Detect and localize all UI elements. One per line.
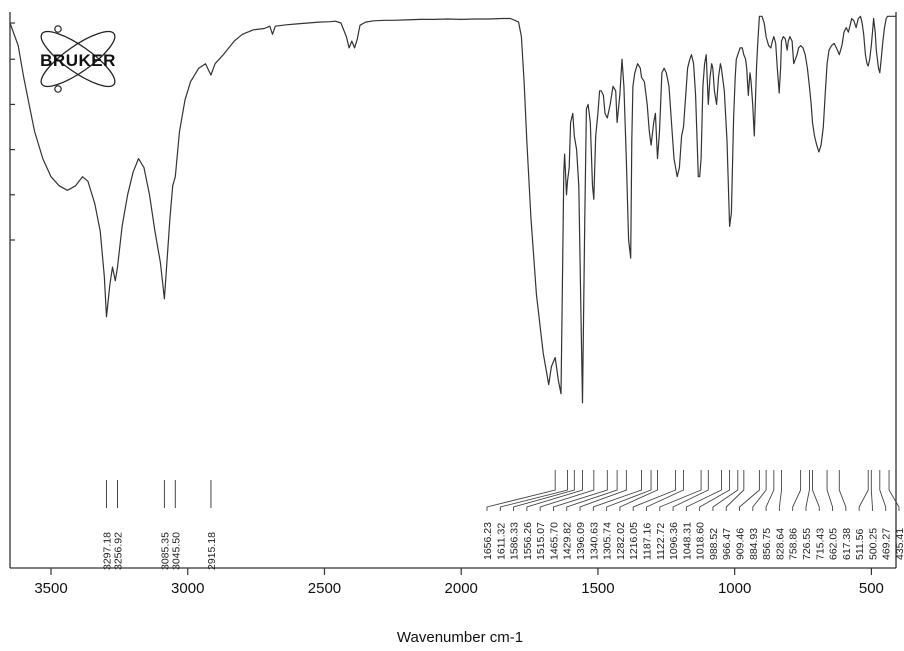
x-axis-ticks: 3500 3000 2500 2000 1500 1000 500 [34, 568, 884, 597]
peak-leader [553, 470, 608, 511]
peak-leader [752, 470, 767, 511]
peak-label: 715.43 [814, 528, 826, 560]
peak-label: 2915.18 [206, 532, 218, 570]
peak-label: 988.52 [708, 528, 720, 560]
peak-leader [659, 470, 702, 511]
peak-label: 1048.31 [681, 522, 693, 560]
peak-leader [685, 470, 722, 511]
peak-label: 1429.82 [562, 522, 574, 560]
peak-leader [672, 470, 709, 511]
peak-leader [792, 470, 802, 511]
peak-leader [879, 470, 887, 511]
peak-leader [566, 470, 618, 511]
x-tick-label: 2500 [308, 580, 341, 597]
x-tick-label: 3500 [34, 580, 67, 597]
peak-label: 884.93 [748, 528, 760, 560]
peak-label: 3085.35 [159, 532, 171, 570]
peak-leader [632, 470, 677, 511]
peak-leader [646, 470, 684, 511]
peak-label: 1465.70 [548, 522, 560, 560]
peak-label: 758.86 [788, 528, 800, 560]
peak-leader [579, 470, 627, 511]
peak-label: 662.05 [828, 528, 840, 560]
peak-label: 3256.92 [112, 532, 124, 570]
peak-label: 3297.18 [101, 532, 113, 570]
peak-label: 1611.32 [495, 523, 507, 560]
peak-label: 1096.36 [668, 522, 680, 560]
peak-label: 1340.63 [588, 522, 600, 560]
peak-label: 726.55 [801, 528, 813, 560]
peak-leader [778, 470, 782, 511]
peak-label: 1556.26 [522, 522, 534, 560]
peak-leader [619, 470, 658, 511]
peak-label: 1282.02 [615, 522, 627, 560]
bruker-logo-text: BRUKER [40, 51, 116, 70]
peak-leader [699, 470, 731, 511]
peak-label: 1396.09 [575, 522, 587, 560]
x-tick-label: 3000 [171, 580, 204, 597]
peak-label: 617.38 [841, 528, 853, 560]
peak-leader [870, 470, 873, 511]
peak-label: 856.75 [761, 528, 773, 560]
peak-label: 435.41 [894, 528, 904, 560]
peak-leader [739, 470, 760, 511]
peak-leader [712, 470, 739, 511]
y-axis-ticks [10, 22, 15, 241]
peak-leader [725, 470, 745, 511]
peak-leader [858, 470, 869, 511]
x-axis-title: Wavenumber cm-1 [397, 629, 523, 646]
peak-leader [539, 470, 595, 511]
peak-leader [526, 470, 583, 511]
x-tick-label: 2000 [445, 580, 478, 597]
x-tick-label: 1500 [581, 580, 614, 597]
peak-label: 966.47 [721, 528, 733, 560]
peak-label: 1586.33 [509, 522, 521, 560]
spectrum-line [9, 15, 896, 404]
peak-leader [486, 470, 556, 511]
peak-leader-lines [105, 470, 900, 511]
peak-label: 1515.07 [535, 522, 547, 560]
peak-label: 1187.16 [641, 523, 653, 560]
peak-leader [499, 470, 568, 511]
peak-label: 469.27 [881, 528, 893, 560]
peak-leader [513, 470, 575, 511]
peak-label: 1018.60 [695, 522, 707, 560]
peak-leader [606, 470, 652, 511]
peak-leader [838, 470, 847, 511]
peak-label: 500.25 [867, 528, 879, 560]
bruker-logo: BRUKER [40, 25, 116, 93]
peak-label: 1656.23 [482, 522, 494, 560]
peak-label: 1216.05 [628, 522, 640, 560]
peak-label: 1122.72 [655, 523, 667, 560]
x-tick-label: 500 [859, 580, 884, 597]
peak-label: 3045.50 [170, 532, 182, 570]
peak-leader [592, 470, 642, 511]
peak-label: 1305.74 [602, 522, 614, 560]
x-tick-label: 1000 [718, 580, 751, 597]
peak-leader [826, 470, 833, 511]
peak-leader [812, 470, 820, 511]
peak-label: 511.56 [854, 529, 866, 560]
peak-leader [805, 470, 810, 511]
peak-label: 828.64 [774, 528, 786, 560]
peak-leader [765, 470, 775, 511]
peak-label: 909.46 [735, 528, 747, 560]
peak-leader [888, 470, 900, 511]
